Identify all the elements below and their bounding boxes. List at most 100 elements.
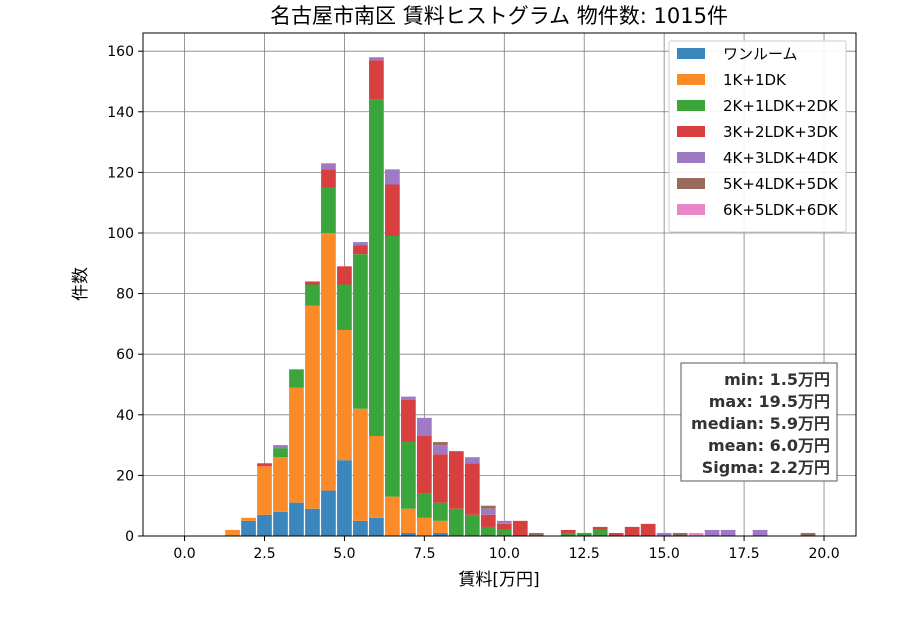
legend: ワンルーム 1K+1DK 2K+1LDK+2DK 3K+2LDK+3DK 4K+3LDK…: [668, 40, 847, 233]
y-tick-label: 80: [116, 287, 134, 303]
bar-segment: [401, 508, 416, 533]
bar-segment: [369, 99, 384, 437]
legend-label: 1K+1DK: [723, 71, 787, 89]
bar-segment: [496, 529, 512, 536]
legend-label: ワンルーム: [723, 45, 798, 63]
bar-segment: [257, 514, 272, 536]
bar-segment: [417, 417, 432, 437]
y-tick-label: 140: [107, 105, 134, 121]
bar-segment: [592, 526, 608, 530]
bar-segment: [369, 436, 384, 518]
x-tick-label: 0.0: [173, 546, 195, 562]
bar-segment: [496, 520, 512, 524]
stats-mean: mean: 6.0万円: [708, 436, 830, 455]
bar-segment: [289, 387, 304, 503]
bar-segment: [576, 532, 592, 536]
bar-segment: [432, 442, 448, 446]
bar-segment: [496, 523, 512, 530]
legend-swatch: [677, 48, 705, 59]
bar-segment: [337, 266, 352, 285]
legend-swatch: [677, 178, 705, 189]
y-axis-ticks: 0 20 40 60 80 100 120 140 160: [107, 44, 143, 545]
bar-segment: [417, 517, 432, 536]
bar-segment: [305, 305, 320, 509]
bar-segment: [401, 396, 416, 400]
y-tick-label: 100: [107, 226, 134, 242]
bar-segment: [321, 187, 336, 233]
bar-segment: [353, 242, 368, 246]
stats-box: min: 1.5万円 max: 19.5万円 median: 5.9万円 mea…: [680, 362, 838, 482]
bar-segment: [353, 254, 368, 409]
bar-segment: [560, 529, 576, 533]
bar-segment: [273, 448, 288, 458]
bar-segment: [480, 514, 496, 527]
bar-segment: [337, 284, 352, 330]
bar-segment: [241, 517, 256, 521]
bar-segment: [257, 466, 272, 515]
bar-segment: [608, 532, 624, 536]
bar-segment: [337, 329, 352, 461]
legend-swatch: [677, 126, 705, 137]
bar-segment: [305, 284, 320, 306]
y-tick-label: 60: [116, 347, 134, 363]
y-tick-label: 120: [107, 165, 134, 181]
bar-segment: [353, 245, 368, 255]
bar-segment: [353, 520, 368, 536]
bar-segment: [752, 529, 768, 536]
bar-segment: [385, 496, 400, 536]
bar-segment: [432, 445, 448, 455]
bar-segment: [592, 529, 608, 536]
chart-title: 名古屋市南区 賃料ヒストグラム 物件数: 1015件: [270, 4, 728, 28]
bar-segment: [353, 408, 368, 521]
stats-frame: [680, 362, 838, 482]
y-tick-label: 20: [116, 468, 134, 484]
bar-segment: [448, 451, 464, 509]
bar-segment: [321, 169, 336, 188]
bar-segment: [480, 508, 496, 515]
bar-segment: [273, 445, 288, 449]
legend-label: 3K+2LDK+3DK: [723, 123, 839, 141]
stats-median: median: 5.9万円: [691, 414, 830, 433]
bars: [225, 57, 816, 536]
bar-segment: [385, 236, 400, 497]
x-tick-label: 7.5: [413, 546, 435, 562]
legend-swatch: [677, 152, 705, 163]
bar-segment: [401, 399, 416, 443]
bar-segment: [369, 60, 384, 100]
bar-segment: [241, 520, 256, 536]
stats-min: min: 1.5万円: [724, 370, 830, 389]
y-tick-label: 40: [116, 408, 134, 424]
bar-segment: [385, 169, 400, 185]
bar-segment: [432, 532, 448, 536]
bar-segment: [289, 369, 304, 388]
stats-max: max: 19.5万円: [709, 392, 830, 411]
bar-segment: [688, 532, 704, 536]
bar-segment: [273, 457, 288, 512]
legend-swatch: [677, 100, 705, 111]
y-axis-label: 件数: [71, 267, 91, 301]
bar-segment: [369, 57, 384, 61]
bar-segment: [704, 529, 720, 536]
bar-segment: [289, 502, 304, 536]
bar-segment: [464, 514, 480, 536]
x-axis-ticks: 0.0 2.5 5.0 7.5 10.0 12.5 15.0 17.5 20.0: [173, 536, 840, 562]
legend-swatch: [677, 204, 705, 215]
bar-segment: [321, 232, 336, 491]
x-tick-label: 5.0: [333, 546, 355, 562]
x-tick-label: 12.5: [569, 546, 600, 562]
bar-segment: [720, 529, 736, 536]
x-tick-label: 15.0: [649, 546, 680, 562]
y-tick-label: 160: [107, 44, 134, 60]
bar-segment: [656, 532, 672, 536]
bar-segment: [305, 508, 320, 536]
legend-swatch: [677, 74, 705, 85]
bar-segment: [337, 460, 352, 536]
x-axis-label: 賃料[万円]: [458, 570, 539, 590]
bar-segment: [257, 463, 272, 467]
bar-segment: [672, 532, 688, 536]
bar-segment: [448, 508, 464, 536]
legend-label: 5K+4LDK+5DK: [723, 175, 839, 193]
legend-label: 6K+5LDK+6DK: [723, 201, 839, 219]
bar-segment: [432, 520, 448, 533]
